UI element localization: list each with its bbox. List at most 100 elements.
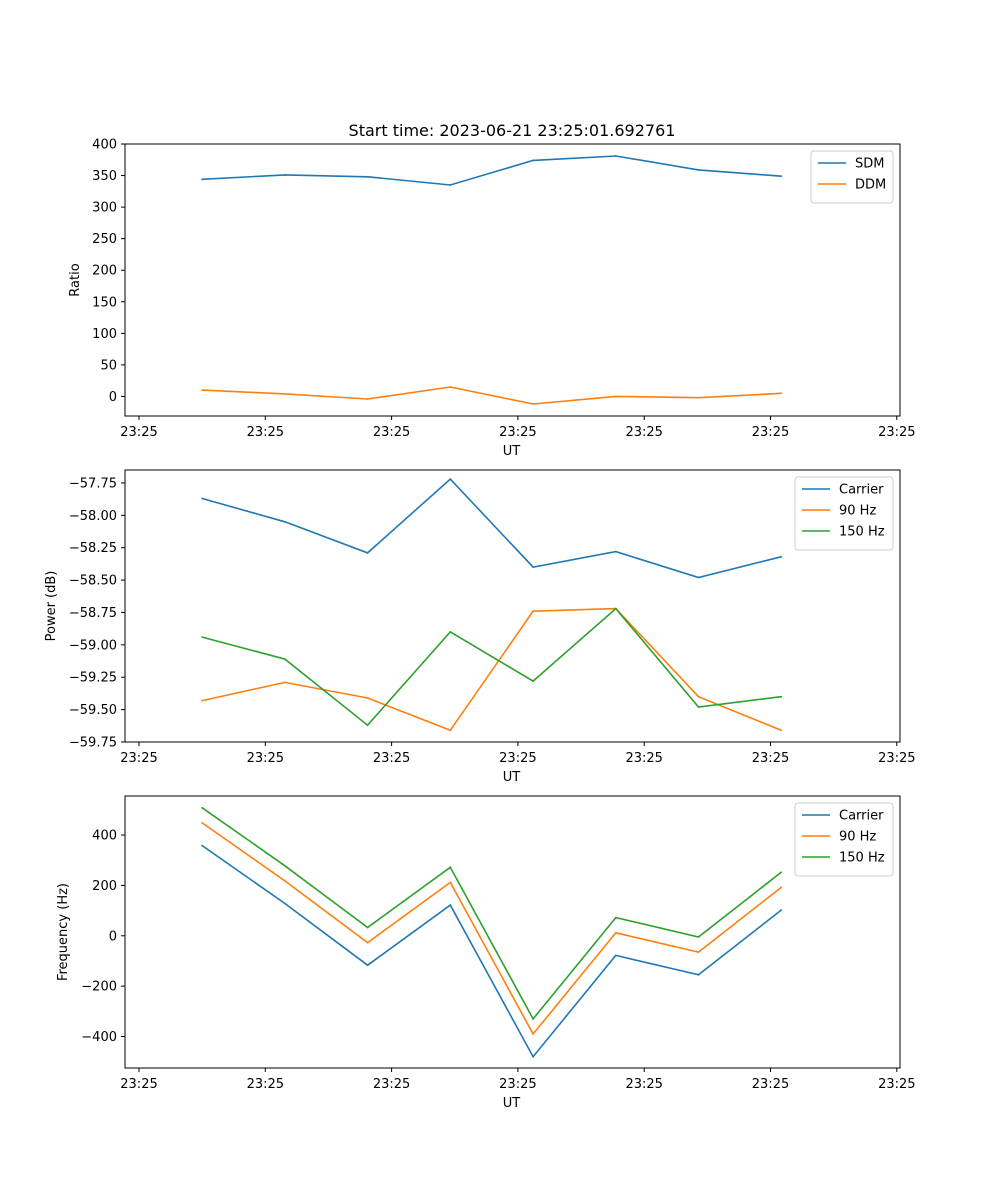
data-point: [532, 403, 534, 405]
chart-panel-3: 23:2523:2523:2523:2523:2523:2523:2523:26…: [56, 795, 916, 1111]
x-axis-label: UT: [503, 770, 521, 785]
data-point: [614, 931, 617, 934]
data-point: [366, 724, 369, 727]
data-point: [201, 844, 204, 847]
data-point: [780, 695, 783, 698]
data-point: [614, 954, 617, 957]
y-tick-label: 100: [92, 327, 117, 342]
series-line-150-hz: [201, 807, 782, 1021]
data-point: [366, 926, 369, 929]
data-point: [697, 706, 700, 708]
data-point: [284, 880, 286, 882]
data-point: [697, 695, 700, 698]
data-point: [780, 729, 783, 732]
data-point: [532, 1033, 534, 1035]
data-point: [201, 806, 204, 809]
x-tick-label: 23:25: [247, 425, 284, 440]
data-point: [284, 902, 286, 905]
x-tick-label: 23:25: [499, 1077, 536, 1092]
y-tick-label: −200: [81, 980, 117, 995]
legend-box: [810, 150, 894, 204]
data-point: [697, 973, 700, 976]
data-point: [284, 174, 286, 176]
data-point: [201, 699, 204, 702]
data-point: [697, 396, 700, 399]
y-tick-label: 400: [92, 138, 117, 153]
data-point: [366, 697, 369, 699]
series-line-sdm: [202, 155, 782, 186]
data-point: [780, 175, 783, 178]
y-tick-label: −59.00: [69, 638, 117, 653]
x-tick-label: 23:25: [878, 1077, 915, 1092]
data-point: [780, 871, 783, 874]
data-point: [614, 916, 617, 919]
data-point: [532, 610, 534, 613]
x-tick-label: 23:25: [373, 751, 410, 766]
series-line-150-hz: [201, 607, 782, 727]
y-tick-label: 150: [92, 295, 117, 310]
series-line-90-hz: [201, 822, 782, 1036]
y-tick-label: 50: [100, 358, 117, 373]
data-point: [201, 497, 204, 500]
data-point: [449, 631, 452, 633]
data-point: [201, 636, 204, 638]
x-tick-label: 23:25: [373, 1077, 410, 1092]
y-tick-label: −400: [81, 1030, 117, 1045]
data-point: [201, 389, 204, 391]
x-tick-label: 23:25: [247, 751, 284, 766]
y-tick-label: −58.25: [69, 541, 117, 556]
data-point: [284, 864, 286, 867]
legend-label: Carrier: [839, 483, 884, 498]
x-tick-label: 23:25: [373, 425, 410, 440]
data-point: [449, 386, 452, 388]
series-line-ddm: [202, 386, 782, 405]
data-point: [532, 566, 534, 568]
x-tick-label: 23:25: [752, 751, 789, 766]
y-tick-label: −58.50: [69, 574, 117, 589]
x-tick-label: 23:25: [499, 425, 536, 440]
y-tick-label: −59.50: [69, 703, 117, 718]
x-tick-label: 23:25: [499, 751, 536, 766]
data-point: [614, 155, 617, 157]
legend-label: Carrier: [839, 809, 884, 824]
legend-label: 90 Hz: [839, 504, 876, 519]
y-tick-label: −59.75: [69, 736, 117, 751]
y-tick-label: −57.75: [69, 476, 117, 491]
data-point: [284, 658, 286, 660]
chart-panel-2: 23:2523:2523:2523:2523:2523:2523:2523:26…: [44, 469, 916, 785]
series-line-carrier: [201, 477, 782, 579]
panels: 23:2523:2523:2523:2523:2523:2523:2523:26…: [44, 138, 916, 1112]
data-point: [449, 729, 452, 732]
data-point: [614, 550, 617, 553]
data-point: [449, 881, 452, 884]
figure-title: Start time: 2023-06-21 23:25:01.692761: [349, 121, 676, 140]
data-point: [532, 1018, 534, 1020]
data-point: [532, 159, 534, 162]
x-tick-label: 23:25: [625, 425, 662, 440]
data-point: [366, 398, 369, 400]
y-tick-label: −59.25: [69, 671, 117, 686]
data-point: [780, 555, 783, 558]
x-axis-label: UT: [503, 1096, 521, 1111]
x-tick-label: 23:25: [878, 425, 915, 440]
y-tick-label: −58.75: [69, 606, 117, 621]
y-tick-label: 0: [109, 929, 117, 944]
data-point: [284, 520, 286, 523]
data-point: [366, 964, 369, 967]
x-tick-label: 23:25: [120, 751, 157, 766]
x-tick-label: 23:25: [120, 1077, 157, 1092]
series-line-carrier: [201, 844, 782, 1059]
data-point: [697, 576, 700, 579]
plot-frame: [124, 795, 901, 1069]
data-point: [449, 184, 452, 186]
data-point: [780, 392, 783, 395]
data-point: [366, 941, 369, 944]
series-line-90-hz: [202, 607, 782, 732]
x-tick-label: 23:25: [120, 425, 157, 440]
data-point: [201, 822, 204, 824]
y-tick-label: 200: [92, 264, 117, 279]
data-point: [449, 478, 452, 480]
data-point: [697, 169, 700, 171]
data-point: [614, 607, 617, 610]
